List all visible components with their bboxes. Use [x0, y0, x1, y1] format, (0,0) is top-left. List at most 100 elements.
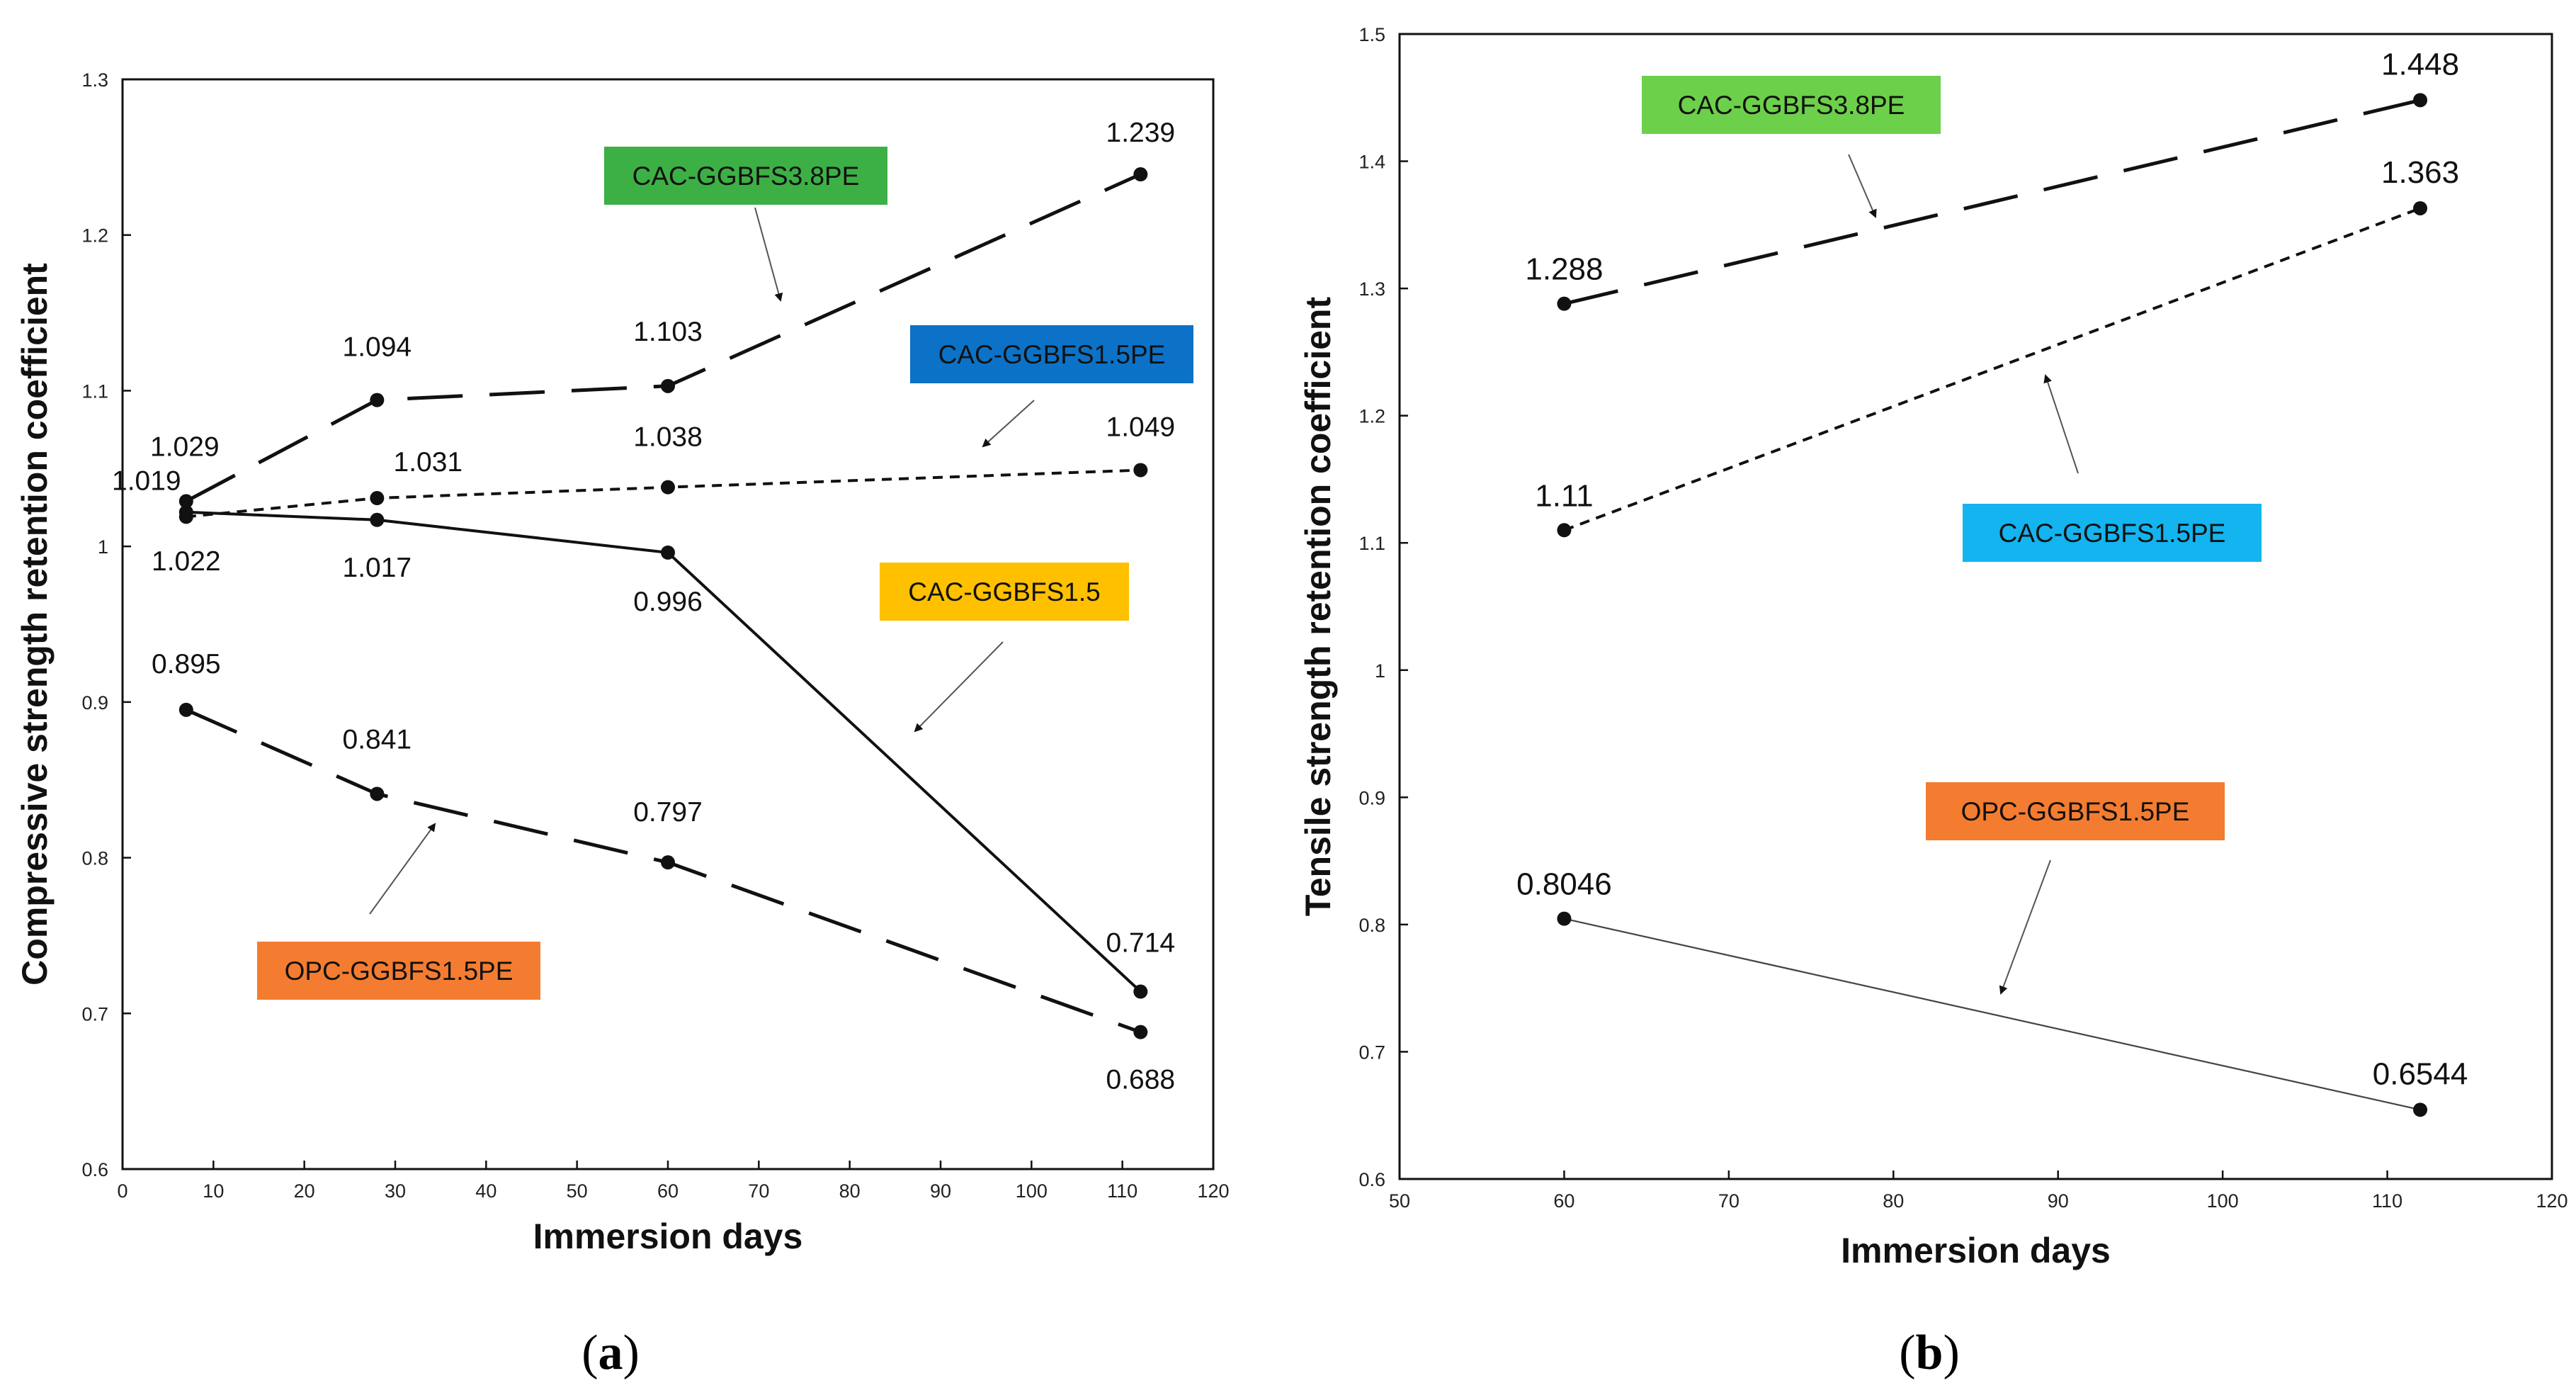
x-tick-label: 120 [2536, 1190, 2568, 1212]
data-label: 0.895 [152, 649, 221, 679]
x-tick-label: 10 [203, 1180, 224, 1202]
legend-arrow [369, 823, 436, 915]
x-tick-label: 40 [475, 1180, 497, 1202]
panel-label: (a) [581, 1326, 640, 1380]
data-label: 0.6544 [2373, 1056, 2468, 1091]
data-point [370, 786, 385, 801]
data-label: 1.288 [1525, 252, 1603, 287]
y-tick-label: 0.9 [81, 692, 108, 713]
y-tick-label: 1.3 [81, 69, 108, 91]
data-point [370, 491, 385, 506]
legend-badge-label: CAC-GGBFS3.8PE [632, 162, 860, 191]
legend-badge-label: OPC-GGBFS1.5PE [1961, 797, 2190, 826]
data-point [1557, 911, 1572, 926]
y-tick-label: 1 [1375, 660, 1385, 682]
chart-panel-b: 50 60 70 80 90 100 110 120 0.6 0.7 0.8 0.9 1 1.1 1.2 1.… [1298, 24, 2568, 1380]
y-tick-label: 1.2 [81, 225, 108, 247]
data-label: 0.688 [1106, 1065, 1176, 1095]
legend-arrow [754, 207, 783, 302]
data-point [370, 512, 385, 527]
y-tick-label: 0.7 [81, 1003, 108, 1025]
series-line [1564, 918, 2421, 1111]
panel-label-letter: a [598, 1326, 623, 1380]
legend-badge: CAC-GGBFS1.5PE [1963, 374, 2262, 562]
data-label: 1.094 [343, 332, 412, 363]
data-label: 1.022 [152, 546, 221, 577]
legend-badge-bg [604, 147, 887, 205]
legend-arrow [2043, 374, 2079, 474]
legend-badge-label: CAC-GGBFS3.8PE [1678, 91, 1905, 120]
x-axis-title: Immersion days [533, 1217, 803, 1256]
legend-arrow [1848, 154, 1877, 218]
data-label: 1.049 [1106, 412, 1176, 442]
data-label: 1.363 [2381, 155, 2459, 190]
data-label: 1.11 [1535, 478, 1593, 513]
x-tick-label: 110 [2372, 1190, 2402, 1212]
x-tick-label: 90 [930, 1180, 951, 1202]
data-point [1557, 523, 1572, 538]
y-tick-label: 1.3 [1358, 278, 1385, 300]
series-CAC-GGBFS3.8PE: 1.288 1.448 CAC-GGBFS3.8PE [1525, 47, 2459, 311]
y-tick-label: 0.8 [1358, 915, 1385, 936]
legend-badge-bg [1963, 504, 2262, 562]
y-tick-label: 1 [98, 536, 108, 558]
data-label: 0.8046 [1516, 867, 1612, 902]
data-label: 1.239 [1106, 118, 1176, 148]
legend-arrow [914, 641, 1004, 733]
x-tick-label: 120 [1197, 1180, 1229, 1202]
data-point [1133, 167, 1148, 182]
panel-label-open: ( [1899, 1326, 1915, 1380]
data-point [178, 504, 193, 519]
data-point [2413, 1102, 2428, 1117]
data-label: 0.841 [343, 724, 412, 755]
legend-badge: CAC-GGBFS3.8PE [1642, 76, 1941, 218]
data-point [178, 494, 193, 509]
series-line [186, 468, 1141, 519]
series-line [185, 708, 1142, 1034]
x-tick-label: 80 [839, 1180, 861, 1202]
x-tick-label: 50 [567, 1180, 588, 1202]
x-tick-label: 100 [1016, 1180, 1048, 1202]
legend-badge-label: CAC-GGBFS1.5PE [938, 340, 1166, 369]
x-tick-label: 60 [657, 1180, 679, 1202]
x-tick-label: 60 [1553, 1190, 1574, 1212]
y-tick-label: 1.1 [81, 380, 108, 402]
series-OPC-GGBFS1.5PE: 0.895 0.841 0.797 0.688 OPC-GGBFS1.5PE [152, 649, 1175, 1095]
data-point [178, 702, 193, 717]
legend-badge: CAC-GGBFS1.5PE [910, 325, 1193, 448]
y-tick-label: 1.4 [1358, 152, 1385, 173]
panel-label-open: ( [581, 1326, 598, 1380]
legend-badge-bg [257, 942, 540, 1000]
y-tick-label: 0.6 [1358, 1169, 1385, 1190]
data-point [1133, 1025, 1148, 1039]
x-axis-title: Immersion days [1841, 1231, 2111, 1270]
data-label: 0.996 [633, 587, 703, 617]
y-tick-label: 0.7 [1358, 1042, 1385, 1063]
data-label: 1.038 [633, 422, 703, 453]
data-label: 1.017 [343, 553, 412, 583]
x-tick-label: 80 [1883, 1190, 1904, 1212]
x-tick-label: 0 [117, 1180, 127, 1202]
legend-badge-bg [880, 563, 1129, 621]
x-tick-label: 110 [1107, 1180, 1137, 1202]
legend-badge-bg [1926, 782, 2225, 840]
data-label: 1.103 [633, 317, 703, 347]
series-OPC-GGBFS1.5PE: 0.8046 0.6544 OPC-GGBFS1.5PE [1516, 782, 2468, 1117]
data-point [661, 480, 675, 495]
legend-badge: OPC-GGBFS1.5PE [1926, 782, 2225, 995]
y-tick-label: 1.2 [1358, 406, 1385, 427]
y-tick-label: 0.6 [81, 1159, 108, 1180]
data-point [2413, 201, 2428, 215]
series-line [185, 172, 1142, 503]
legend-badge: CAC-GGBFS1.5 [880, 563, 1129, 733]
x-tick-label: 20 [294, 1180, 315, 1202]
y-axis-title: Tensile strength retention coefficient [1298, 297, 1338, 917]
data-point [661, 855, 675, 870]
panel-label-close: ) [623, 1326, 640, 1380]
series-CAC-GGBFS1.5: 1.022 1.017 0.996 0.714 CAC-GGBFS1.5 [152, 504, 1175, 999]
y-axis-title: Compressive strength retention coefficie… [15, 263, 55, 986]
data-label: 1.019 [112, 466, 181, 496]
legend-badge-label: CAC-GGBFS1.5PE [1999, 519, 2226, 548]
x-tick-label: 50 [1389, 1190, 1410, 1212]
